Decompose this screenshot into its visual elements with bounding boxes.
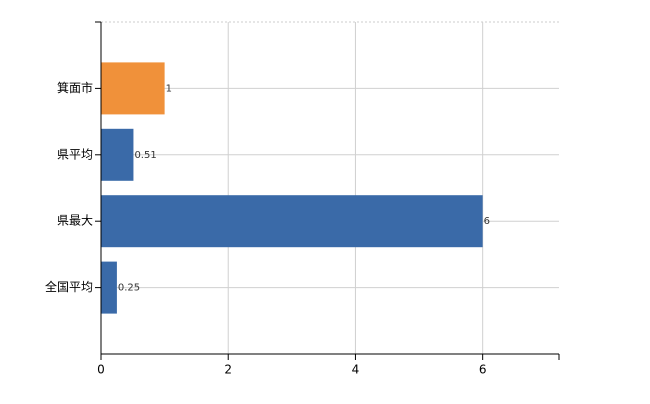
x-tick-label: 6: [479, 363, 487, 377]
y-tick-label: 箕面市: [57, 80, 93, 95]
x-tick-label: 0: [97, 363, 105, 377]
y-tick-label: 県平均: [57, 147, 93, 161]
value-label: 0.25: [118, 283, 140, 294]
y-tick-label: 全国平均: [45, 279, 93, 294]
x-tick-label: 4: [352, 363, 360, 377]
value-label: 1: [166, 83, 172, 94]
bar: [101, 195, 483, 248]
value-label: 6: [484, 216, 490, 227]
bar: [101, 128, 134, 181]
y-tick-label: 県最大: [57, 214, 93, 228]
bar: [101, 62, 165, 115]
x-tick-label: 2: [224, 363, 232, 377]
bar: [101, 261, 117, 314]
value-label: 0.51: [134, 150, 156, 161]
